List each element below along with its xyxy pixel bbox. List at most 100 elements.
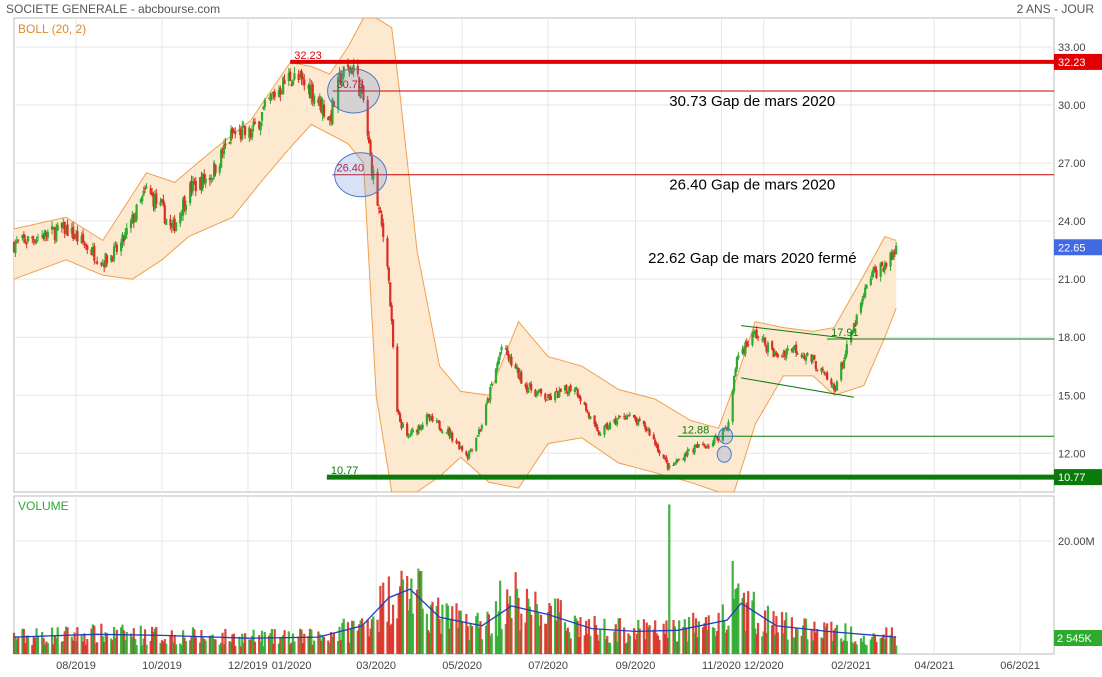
- candle-body: [761, 339, 764, 341]
- candle-body: [865, 284, 868, 289]
- candle-body: [475, 437, 478, 451]
- candle-body: [569, 385, 572, 392]
- volume-bar: [191, 627, 195, 654]
- gap-circle: [716, 445, 732, 463]
- candle-body: [594, 423, 598, 427]
- candle-body: [55, 228, 58, 242]
- volume-bar: [174, 644, 178, 654]
- volume-bar: [476, 612, 479, 654]
- candle-body: [816, 369, 819, 371]
- candle-body: [12, 242, 16, 253]
- candle-body: [386, 238, 389, 267]
- candle-body: [613, 419, 616, 423]
- candle-body: [468, 451, 471, 459]
- candle-body: [277, 90, 281, 97]
- candle-body: [42, 234, 45, 239]
- candle-body: [91, 247, 95, 253]
- candle-body: [182, 199, 185, 216]
- candle-body: [548, 394, 551, 398]
- last-volume-badge: [1054, 630, 1102, 646]
- candle-body: [448, 428, 451, 437]
- candle-body: [208, 177, 211, 181]
- candle-body: [810, 354, 813, 362]
- candle-body: [703, 446, 706, 448]
- volume-bar: [183, 637, 186, 654]
- candle-body: [514, 364, 517, 369]
- candle-body: [165, 218, 168, 225]
- candle-body: [339, 73, 343, 84]
- candle-body: [399, 413, 402, 422]
- volume-bar: [692, 612, 695, 654]
- candle-body: [437, 421, 440, 423]
- volume-bar: [624, 643, 627, 654]
- candle-body: [151, 192, 154, 196]
- volume-bar: [824, 626, 827, 654]
- volume-bar: [173, 634, 176, 654]
- candle-body: [228, 142, 231, 144]
- candle-body: [101, 262, 104, 264]
- candle-body: [269, 94, 272, 101]
- volume-bar: [628, 635, 631, 654]
- volume-bar: [55, 638, 58, 654]
- volume-bar: [566, 627, 569, 654]
- volume-bar: [830, 621, 833, 654]
- volume-bar: [65, 626, 68, 654]
- volume-bar: [94, 643, 97, 654]
- volume-bar: [346, 622, 350, 654]
- candle-body: [421, 424, 424, 429]
- volume-bar: [35, 628, 38, 654]
- volume-bar: [172, 642, 175, 654]
- candle-body: [558, 389, 561, 397]
- volume-bar: [575, 618, 578, 654]
- volume-bar: [291, 633, 295, 654]
- volume-bar: [845, 640, 848, 654]
- candle-body: [583, 402, 586, 405]
- candle-body: [625, 415, 629, 420]
- volume-bar: [603, 618, 606, 654]
- candle-body: [634, 416, 637, 421]
- candle-body: [795, 344, 798, 354]
- volume-bar: [642, 619, 646, 654]
- candle-body: [504, 348, 507, 350]
- candle-body: [214, 164, 217, 174]
- volume-bar: [244, 633, 247, 654]
- volume-bar: [328, 643, 331, 654]
- candle-body: [329, 114, 333, 122]
- x-tick-label: 04/2021: [914, 660, 954, 672]
- candle-body: [731, 390, 734, 422]
- candle-body: [83, 244, 86, 246]
- volume-bar: [873, 635, 877, 654]
- candle-body: [776, 354, 779, 358]
- candle-body: [362, 85, 365, 101]
- candle-body: [642, 421, 646, 425]
- x-tick-label: 07/2020: [528, 660, 568, 672]
- volume-bar: [111, 640, 114, 654]
- candle-body: [655, 444, 658, 446]
- volume-bar: [693, 632, 696, 654]
- candle-body: [535, 391, 538, 396]
- candle-body: [852, 323, 855, 333]
- candle-body: [174, 222, 178, 232]
- volume-bar: [568, 632, 571, 654]
- volume-bar: [776, 632, 779, 654]
- volume-bar: [714, 636, 717, 654]
- volume-bar: [862, 635, 865, 654]
- candle-body: [80, 235, 83, 244]
- volume-bar: [351, 620, 354, 654]
- candle-body: [272, 92, 275, 94]
- volume-bar: [389, 625, 392, 654]
- volume-tick-label: 20.00M: [1058, 536, 1095, 548]
- volume-bar: [273, 629, 276, 654]
- candle-body: [461, 446, 464, 451]
- candle-body: [251, 129, 254, 138]
- volume-bar: [517, 597, 520, 654]
- candle-body: [200, 176, 203, 190]
- candle-body: [370, 156, 374, 177]
- volume-bar: [372, 616, 375, 654]
- volume-bar: [879, 638, 882, 654]
- bollinger-label: BOLL (20, 2): [18, 22, 86, 36]
- candle-body: [308, 84, 312, 99]
- candle-body: [834, 389, 837, 391]
- last-price-value: 22.65: [1058, 242, 1086, 254]
- volume-bar: [806, 639, 809, 654]
